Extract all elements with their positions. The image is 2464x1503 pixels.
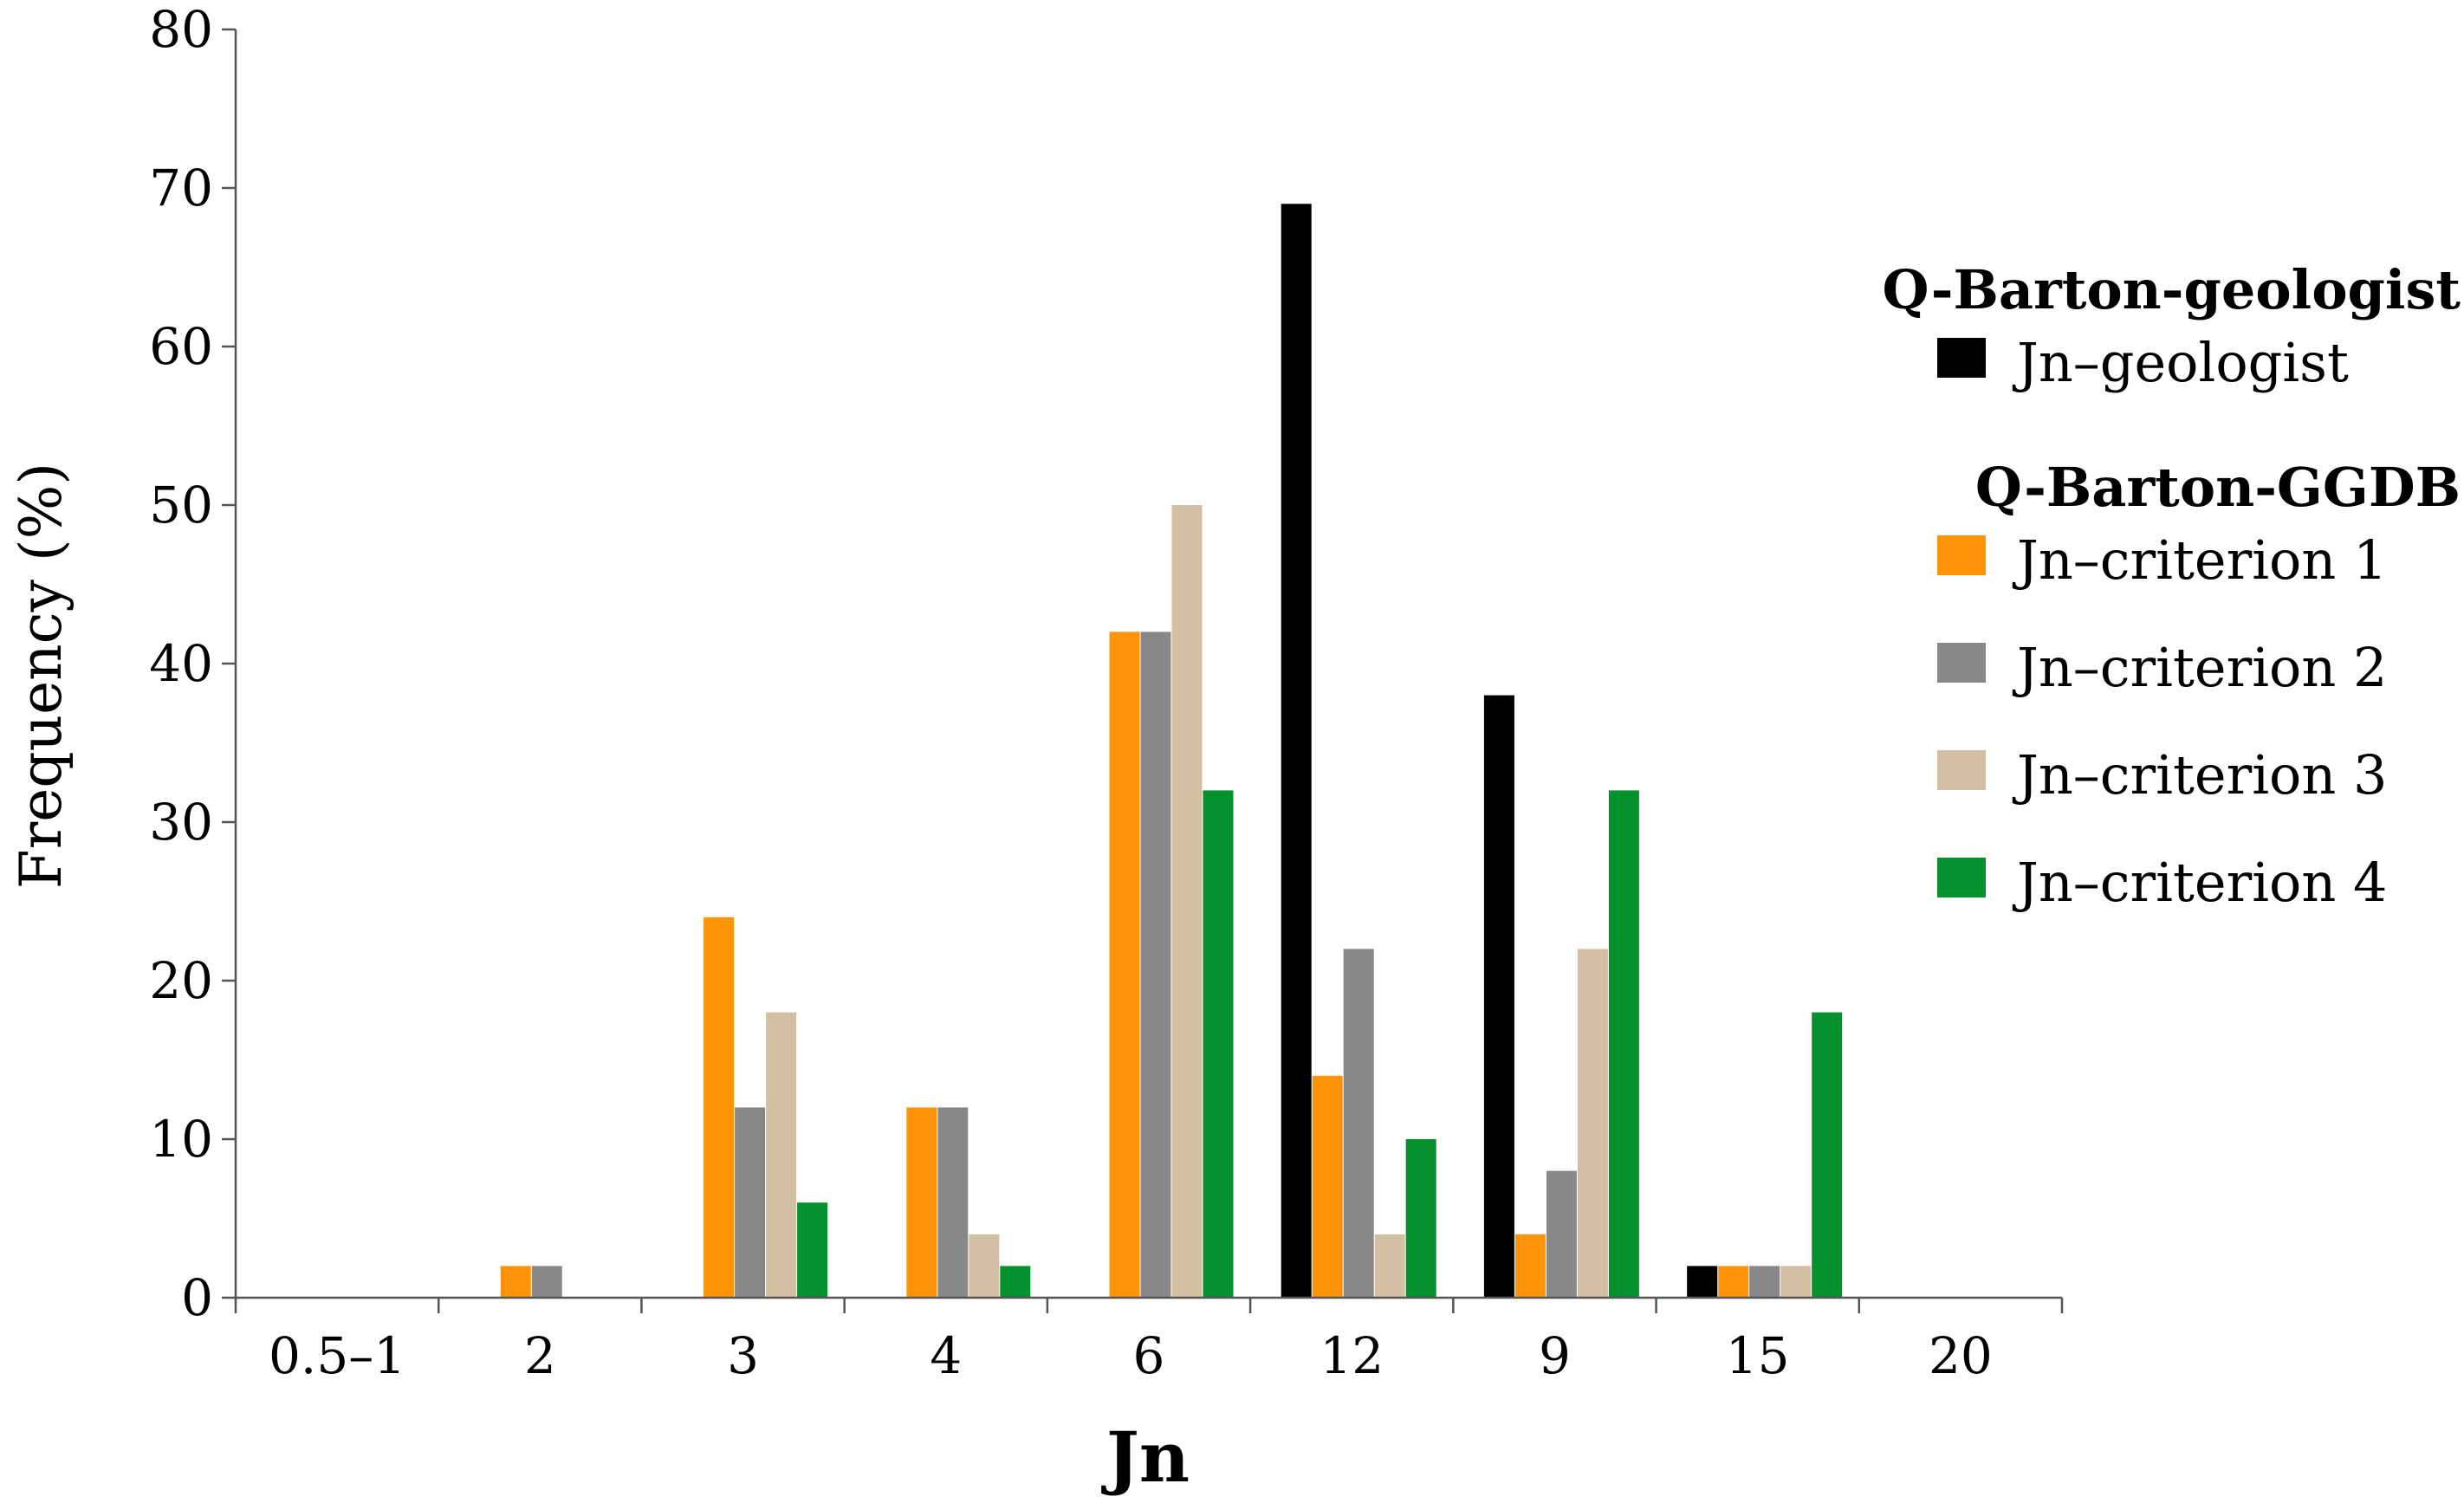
x-tick-label-5: 6 <box>1133 1326 1165 1385</box>
bar-4-4 <box>969 1234 1000 1298</box>
bar-4-8 <box>1780 1266 1812 1298</box>
y-tick-label-0: 0 <box>181 1268 213 1327</box>
bar-3-8 <box>1749 1266 1780 1298</box>
y-tick-label-6: 60 <box>149 317 213 376</box>
bar-4-3 <box>766 1012 797 1298</box>
legend-label-4: Jn–criterion 3 <box>2012 743 2387 807</box>
bar-3-7 <box>1546 1170 1577 1298</box>
bar-1-7 <box>1483 695 1514 1298</box>
legend-swatch-5 <box>1937 858 1986 897</box>
y-tick-label-2: 20 <box>149 951 213 1010</box>
bar-5-6 <box>1405 1139 1436 1298</box>
x-axis-title: Jn <box>1101 1416 1190 1498</box>
legend-label-3: Jn–criterion 2 <box>2012 636 2387 699</box>
bar-3-3 <box>735 1107 766 1298</box>
bar-3-4 <box>937 1107 969 1298</box>
bar-3-5 <box>1140 632 1171 1298</box>
x-tick-label-2: 2 <box>524 1326 556 1385</box>
y-tick-label-5: 50 <box>149 476 213 534</box>
legend-group-title-1: Q-Barton-geologist <box>1882 258 2461 321</box>
y-tick-label-3: 30 <box>149 793 213 852</box>
plot-area <box>500 204 1843 1298</box>
legend-swatch-2 <box>1937 535 1986 575</box>
y-tick-label-1: 10 <box>149 1110 213 1169</box>
bar-2-6 <box>1312 1075 1343 1298</box>
bar-3-6 <box>1343 949 1374 1298</box>
bar-5-4 <box>1000 1266 1031 1298</box>
bar-5-3 <box>797 1202 828 1298</box>
bar-1-8 <box>1687 1266 1718 1298</box>
x-tick-label-7: 9 <box>1539 1326 1571 1385</box>
bar-5-5 <box>1203 790 1234 1298</box>
y-tick-label-8: 80 <box>149 0 213 59</box>
bar-1-6 <box>1281 204 1312 1298</box>
bar-5-7 <box>1608 790 1639 1298</box>
x-tick-label-1: 0.5–1 <box>269 1326 405 1385</box>
legend-swatch-3 <box>1937 643 1986 683</box>
bar-2-8 <box>1718 1266 1749 1298</box>
legend-label-1: Jn–geologist <box>2012 331 2349 394</box>
bar-3-2 <box>531 1266 562 1298</box>
y-tick-label-4: 40 <box>149 634 213 693</box>
legend-swatch-4 <box>1937 750 1986 790</box>
legend-label-5: Jn–criterion 4 <box>2012 851 2387 914</box>
y-axis-title: Frequency (%) <box>8 463 75 889</box>
bar-5-8 <box>1812 1012 1843 1298</box>
bar-2-5 <box>1109 632 1140 1298</box>
x-tick-label-3: 3 <box>727 1326 759 1385</box>
bar-4-6 <box>1374 1234 1405 1298</box>
bar-2-3 <box>704 917 735 1298</box>
x-tick-label-9: 20 <box>1929 1326 1993 1385</box>
legend-label-2: Jn–criterion 1 <box>2012 528 2387 592</box>
bar-2-2 <box>500 1266 531 1298</box>
x-tick-label-4: 4 <box>930 1326 962 1385</box>
bar-4-5 <box>1171 505 1203 1298</box>
x-tick-label-8: 15 <box>1726 1326 1790 1385</box>
x-tick-label-6: 12 <box>1320 1326 1384 1385</box>
legend: Q-Barton-geologist Jn–geologist Q-Barton-G… <box>1882 258 2461 914</box>
legend-group-title-2: Q-Barton-GGDB <box>1975 456 2461 519</box>
legend-swatch-1 <box>1937 338 1986 378</box>
y-tick-label-7: 70 <box>149 159 213 217</box>
bar-2-7 <box>1514 1234 1546 1298</box>
axes: 0 10 20 30 40 50 60 70 80 0.5–1 2 3 4 6 12 9 15 20 <box>149 0 2064 1385</box>
bar-2-4 <box>906 1107 937 1298</box>
bar-4-7 <box>1577 949 1608 1298</box>
